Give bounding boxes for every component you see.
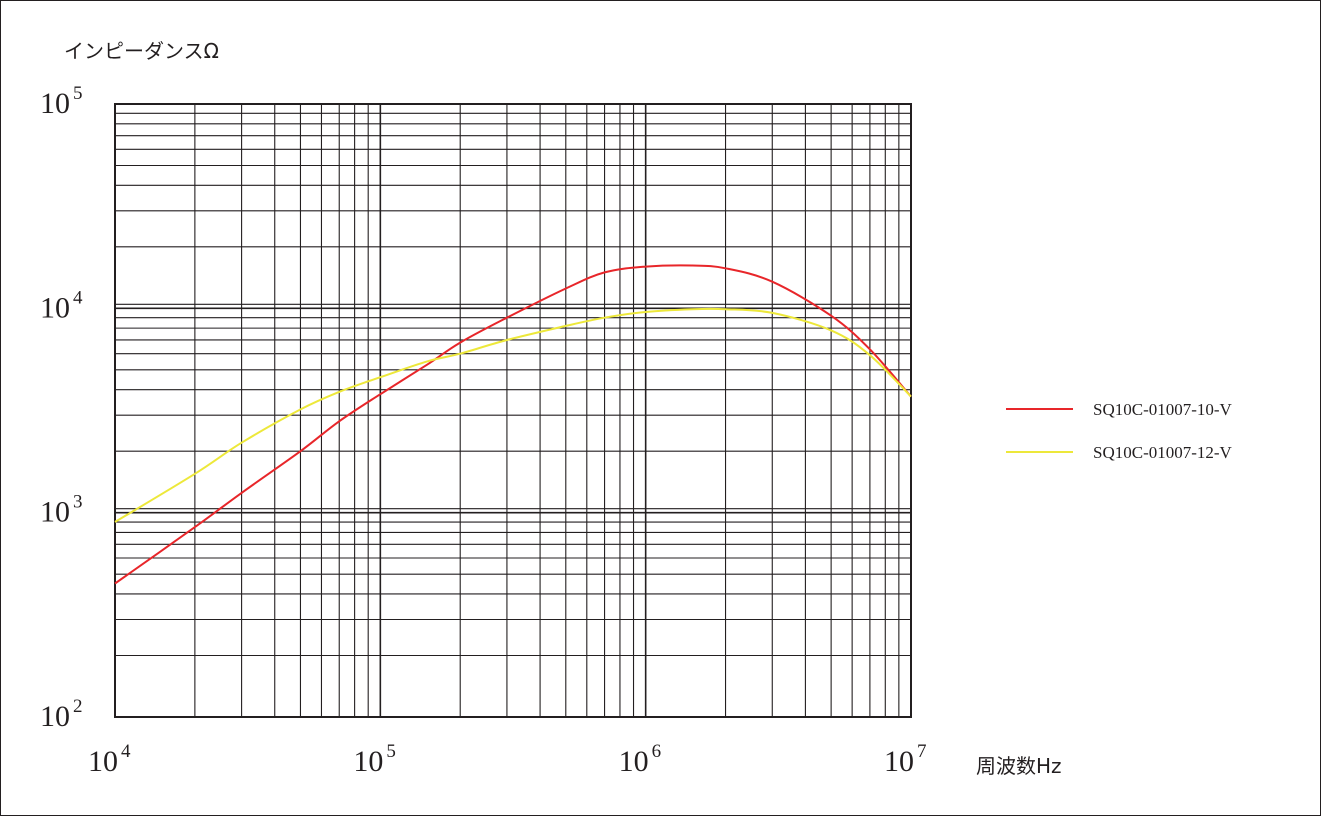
y-tick-label: 10 4 [40,287,83,324]
plot-border [114,103,912,718]
y-tick-label: 10 3 [40,492,83,529]
x-tick-label: 10 6 [619,741,662,778]
y-tick-label: 10 2 [40,696,83,733]
x-tick-label: 10 7 [884,741,927,778]
y-axis-title: インピーダンスΩ [64,39,219,63]
series-line-1 [114,264,912,585]
series-layer [114,264,912,585]
legend-label: SQ10C-01007-10-V [1093,400,1233,419]
series-line-2 [114,307,912,523]
x-axis-title: 周波数Hz [976,754,1062,778]
legend-label: SQ10C-01007-12-V [1093,443,1233,462]
x-tick-labels: 10 4 10 5 10 6 10 7 [88,741,927,778]
y-tick-label: 10 5 [40,83,83,120]
x-tick-label: 10 4 [88,741,131,778]
x-tick-label: 10 5 [353,741,396,778]
grid-lines [114,104,911,718]
legend: SQ10C-01007-10-V SQ10C-01007-12-V [1006,400,1233,462]
